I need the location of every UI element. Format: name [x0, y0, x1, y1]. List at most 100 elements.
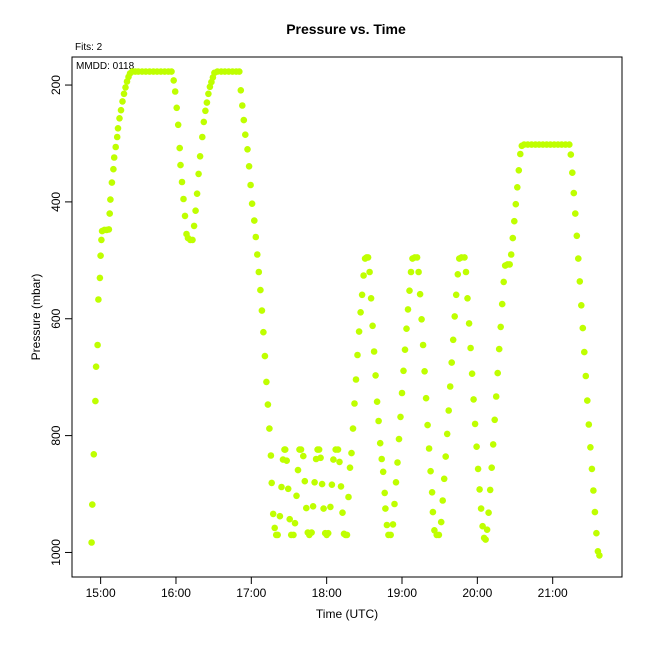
data-point	[404, 306, 412, 313]
data-point	[202, 107, 209, 115]
x-tick-label: 15:00	[86, 586, 116, 600]
data-point	[360, 272, 367, 279]
data-point	[391, 500, 398, 508]
data-point	[566, 141, 573, 148]
data-point	[290, 531, 297, 539]
data-point	[355, 328, 363, 335]
data-point	[297, 446, 305, 453]
data-point	[593, 529, 600, 537]
data-point	[116, 115, 123, 122]
data-point	[94, 341, 101, 349]
data-point	[400, 367, 407, 375]
data-point	[263, 378, 270, 386]
data-point	[95, 296, 102, 303]
data-point	[367, 295, 375, 302]
data-point	[245, 163, 253, 170]
data-point	[422, 394, 430, 402]
data-point	[258, 307, 266, 314]
data-point	[308, 529, 315, 536]
data-point	[261, 352, 269, 360]
data-point	[170, 77, 177, 84]
data-point	[253, 251, 261, 258]
data-point	[467, 344, 474, 352]
data-point	[276, 512, 284, 520]
data-points	[88, 68, 603, 559]
data-point	[573, 232, 581, 240]
y-tick-label: 400	[49, 192, 63, 212]
data-point	[413, 254, 421, 261]
data-point	[451, 313, 459, 320]
data-point	[468, 370, 476, 378]
data-point	[309, 503, 317, 510]
data-point	[327, 503, 334, 511]
data-point	[351, 400, 358, 407]
data-point	[509, 234, 517, 242]
data-point	[244, 146, 251, 153]
data-point	[494, 369, 502, 377]
data-point	[168, 68, 175, 75]
data-point	[591, 508, 599, 516]
data-point	[324, 529, 332, 537]
data-point	[407, 268, 415, 276]
data-point	[268, 479, 276, 487]
data-point	[378, 455, 386, 463]
data-point	[177, 161, 184, 169]
data-point	[291, 519, 299, 527]
data-point	[471, 420, 479, 428]
data-point	[357, 309, 364, 316]
data-point	[176, 144, 183, 152]
data-point	[439, 497, 447, 504]
data-point	[196, 153, 204, 160]
data-point	[122, 84, 129, 91]
data-point	[581, 348, 588, 356]
data-point	[437, 518, 445, 526]
data-point	[497, 323, 505, 331]
data-point	[98, 236, 105, 244]
data-point	[514, 184, 521, 191]
data-point	[381, 489, 389, 497]
data-point	[171, 88, 179, 95]
data-point	[294, 466, 302, 474]
data-point	[255, 268, 263, 276]
data-point	[300, 452, 307, 460]
data-point	[352, 376, 360, 383]
data-point	[429, 508, 437, 516]
data-point	[416, 290, 424, 298]
data-point	[424, 421, 431, 429]
data-point	[372, 372, 379, 379]
data-point	[346, 464, 354, 472]
data-point	[512, 200, 520, 208]
data-point	[240, 116, 248, 124]
data-point	[435, 531, 443, 539]
data-point	[315, 446, 323, 453]
data-point	[281, 446, 289, 453]
chart-title: Pressure vs. Time	[286, 21, 406, 37]
data-point	[579, 324, 587, 332]
data-point	[110, 154, 118, 161]
data-point	[415, 268, 422, 276]
data-point	[278, 483, 285, 491]
data-point	[200, 118, 208, 126]
data-point	[395, 435, 403, 443]
data-point	[582, 372, 590, 380]
data-point	[110, 165, 117, 173]
data-point	[339, 509, 346, 516]
data-point	[394, 459, 401, 466]
data-point	[242, 131, 249, 138]
data-point	[491, 416, 499, 424]
data-point	[107, 196, 114, 203]
data-point	[311, 479, 318, 486]
data-point	[448, 359, 456, 366]
y-tick-label: 1000	[49, 539, 63, 566]
data-point	[445, 407, 453, 414]
data-point	[452, 291, 460, 299]
y-axis: 200 400 600 800 1000	[49, 75, 73, 566]
data-point	[328, 481, 336, 489]
x-tick-label: 17:00	[236, 586, 266, 600]
data-point	[418, 316, 425, 323]
data-point	[303, 504, 310, 512]
data-point	[178, 178, 186, 186]
data-point	[425, 445, 433, 452]
data-point	[271, 524, 279, 532]
data-point	[113, 133, 121, 141]
